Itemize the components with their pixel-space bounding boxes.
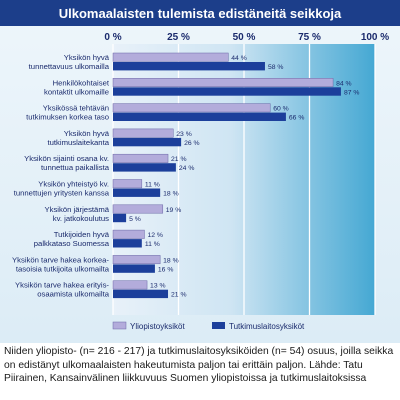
- value-label-yliopistoyksikot: 18 %: [163, 257, 179, 264]
- category-label-line: Yksikön järjestämä: [44, 205, 109, 214]
- category-label-line: Tutkijoiden hyvä: [54, 230, 110, 239]
- x-tick-label: 100 %: [361, 32, 389, 43]
- category-label-line: Yksikön hyvä: [64, 129, 110, 138]
- bar-tutkimuslaitosyksikot: [113, 264, 155, 273]
- category-label-line: osaamista ulkomailta: [37, 290, 110, 299]
- value-label-tutkimuslaitosyksikot: 21 %: [171, 292, 187, 299]
- category-label-line: tunnettua paikallista: [41, 163, 110, 172]
- category-label-line: tunnettujen yritysten kanssa: [14, 189, 110, 198]
- bar-tutkimuslaitosyksikot: [113, 188, 161, 197]
- bar-yliopistoyksikot: [112, 128, 174, 138]
- bar-yliopistoyksikot: [112, 255, 161, 265]
- value-label-yliopistoyksikot: 12 %: [147, 232, 163, 239]
- bar-yliopistoyksikot: [112, 153, 169, 163]
- figure-caption: Niiden yliopisto- (n= 216 - 217) ja tutk…: [4, 346, 394, 385]
- bar-yliopistoyksikot: [112, 280, 148, 290]
- value-label-tutkimuslaitosyksikot: 26 %: [184, 140, 200, 147]
- x-tick-label: 50 %: [233, 32, 256, 43]
- x-tick-label: 25 %: [167, 32, 190, 43]
- bar-tutkimuslaitosyksikot: [113, 137, 182, 147]
- value-label-yliopistoyksikot: 11 %: [145, 182, 160, 189]
- bar-yliopistoyksikot: [112, 179, 143, 189]
- x-tick-label: 0 %: [104, 32, 121, 43]
- bar-yliopistoyksikot: [112, 52, 229, 62]
- value-label-tutkimuslaitosyksikot: 16 %: [158, 266, 174, 273]
- value-label-tutkimuslaitosyksikot: 87 %: [344, 89, 360, 96]
- bar-tutkimuslaitosyksikot: [113, 163, 176, 172]
- category-label-line: Yksikön sijainti osana kv.: [24, 154, 109, 163]
- category-label-henkilokohtaiset-kontaktit-ulkomaille: Henkilökohtaiset kontaktit ulkomaille: [44, 78, 110, 96]
- category-label-line: palkkataso Suomessa: [34, 239, 110, 248]
- category-label-line: Henkilökohtaiset: [53, 78, 110, 87]
- value-label-tutkimuslaitosyksikot: 11 %: [145, 241, 160, 248]
- bar-tutkimuslaitosyksikot: [113, 112, 286, 121]
- bar-tutkimuslaitosyksikot: [113, 289, 169, 299]
- value-label-yliopistoyksikot: 23 %: [176, 131, 192, 138]
- x-axis-ticks: 0 % 25 % 50 % 75 % 100 %: [104, 32, 389, 43]
- value-label-yliopistoyksikot: 13 %: [150, 283, 166, 290]
- category-label-yksikon-hyva-tutkimuslaitekanta: Yksikön hyvä tutkimuslaitekanta: [47, 129, 109, 147]
- category-label-line: Yksikön hyvä: [64, 53, 110, 62]
- category-label-line: kontaktit ulkomaille: [44, 87, 109, 96]
- value-label-yliopistoyksikot: 19 %: [166, 207, 182, 214]
- chart-title: Ulkomaalaisten tulemista edistäneitä sei…: [59, 6, 342, 21]
- bar-tutkimuslaitosyksikot: [113, 87, 341, 96]
- category-label-yksikon-tarve-hakea-korkea-tasoisia-tutk: Yksikön tarve hakea korkea-tasoisia tutk…: [12, 255, 110, 273]
- legend-label-yliopistoyksikot: Yliopistoyksiköt: [130, 322, 185, 331]
- value-label-yliopistoyksikot: 44 %: [231, 55, 247, 62]
- category-label-line: tutkimuksen korkea taso: [26, 113, 109, 122]
- value-label-tutkimuslaitosyksikot: 24 %: [179, 165, 195, 172]
- legend-label-tutkimuslaitosyksikot: Tutkimuslaitosyksiköt: [229, 322, 305, 331]
- category-label-yksikon-jarjestama-kv-jatkokoulutus: Yksikön järjestämä kv. jatkokoulutus: [44, 205, 109, 223]
- x-tick-label: 75 %: [298, 32, 321, 43]
- category-label-line: tasoisia tutkijoita ulkomailta: [16, 264, 110, 273]
- category-label-line: kv. jatkokoulutus: [53, 214, 109, 223]
- bar-tutkimuslaitosyksikot: [113, 62, 265, 71]
- category-labels: Yksikön hyvä tunnettavuus ulkomaillaHenki…: [12, 53, 110, 299]
- category-label-line: Yksikön yhteistyö kv.: [38, 180, 109, 189]
- value-label-tutkimuslaitosyksikot: 18 %: [163, 191, 179, 198]
- legend-swatch-yliopistoyksikot: [112, 321, 127, 330]
- category-label-yksikon-hyva-tunnettavuus-ulkomailla: Yksikön hyvä tunnettavuus ulkomailla: [29, 53, 110, 71]
- category-label-tutkijoiden-hyva-palkkataso-suomessa: Tutkijoiden hyvä palkkataso Suomessa: [34, 230, 110, 248]
- bar-tutkimuslaitosyksikot: [113, 213, 127, 223]
- value-label-yliopistoyksikot: 21 %: [171, 156, 187, 163]
- category-label-line: tutkimuslaitekanta: [47, 138, 109, 147]
- category-label-line: Yksikön tarve hakea erityis-: [15, 281, 109, 290]
- category-label-yksikon-tarve-hakea-erityis-osaamista-ul: Yksikön tarve hakea erityis-osaamista ul…: [15, 281, 110, 299]
- bar-tutkimuslaitosyksikot: [113, 239, 142, 248]
- value-label-yliopistoyksikot: 84 %: [336, 80, 352, 87]
- value-label-tutkimuslaitosyksikot: 58 %: [268, 64, 284, 71]
- bar-yliopistoyksikot: [112, 103, 271, 113]
- legend-swatch-tutkimuslaitosyksikot: [212, 322, 225, 329]
- bars: [112, 52, 341, 299]
- category-label-line: tunnettavuus ulkomailla: [29, 62, 110, 71]
- bar-yliopistoyksikot: [112, 78, 334, 87]
- value-label-tutkimuslaitosyksikot: 5 %: [129, 216, 141, 223]
- category-label-yksikossa-tehtavan-tutkimuksen-korkea-ta: Yksikössä tehtävän tutkimuksen korkea tas…: [26, 104, 109, 122]
- bar-yliopistoyksikot: [112, 229, 145, 239]
- title-bar: [0, 0, 400, 26]
- value-label-tutkimuslaitosyksikot: 66 %: [289, 115, 305, 122]
- category-label-yksikon-sijainti-osana-kv-tunnettua-paik: Yksikön sijainti osana kv. tunnettua paik…: [24, 154, 110, 172]
- bar-yliopistoyksikot: [112, 204, 164, 214]
- category-label-line: Yksikön tarve hakea korkea-: [12, 255, 109, 264]
- value-label-yliopistoyksikot: 60 %: [273, 106, 289, 113]
- category-label-yksikon-yhteistyo-kv-tunnettujen-yrityst: Yksikön yhteistyö kv. tunnettujen yrityst…: [14, 180, 110, 198]
- legend: Yliopistoyksiköt Tutkimuslaitosyksiköt: [112, 321, 305, 331]
- value-labels: 44 % 58 % 84 % 87 % 60 %66 % 23 % 26 % 21 % 24 %…: [129, 55, 359, 299]
- category-label-line: Yksikössä tehtävän: [43, 104, 109, 113]
